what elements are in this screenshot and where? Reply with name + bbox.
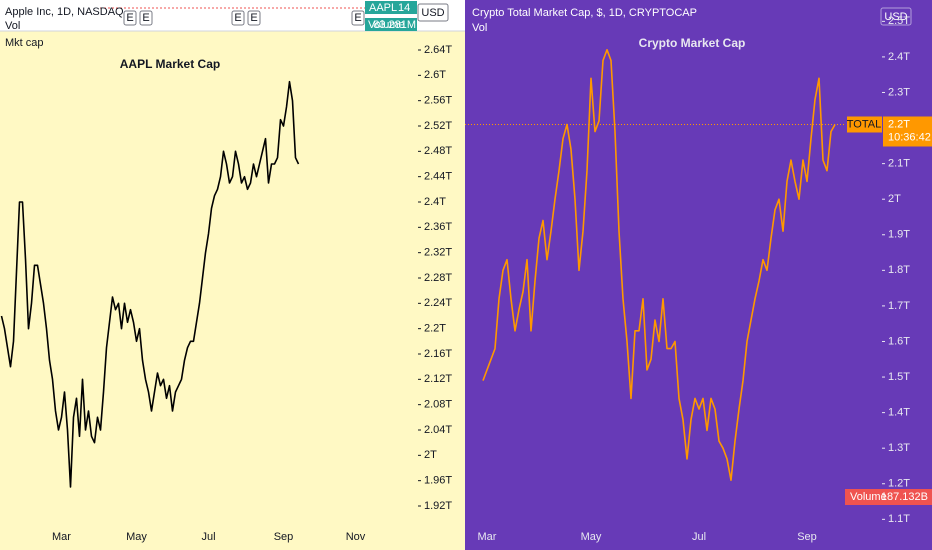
y-tick-label: 2.2T: [424, 323, 446, 335]
volume: 83.281M: [373, 19, 416, 31]
y-tick-label: 2.56T: [424, 95, 452, 107]
y-tick-label: 2.44T: [424, 171, 452, 183]
marker: E: [354, 12, 361, 24]
marker-box: [231, 10, 245, 26]
y-tick-label: 1.4T: [888, 407, 910, 419]
symbol-line: Crypto Total Market Cap, $, 1D, CRYPTOCA…: [472, 7, 697, 19]
countdown: 10:36:42: [888, 131, 931, 143]
series-name: Mkt cap: [5, 37, 44, 49]
marker: E: [234, 12, 241, 24]
y-tick-label: 1.2T: [888, 478, 910, 490]
volume-badge: [845, 489, 932, 505]
price: 14: [398, 2, 410, 14]
series-name: TOTAL: [847, 118, 881, 130]
currency: USD: [421, 7, 444, 19]
panel-background: [465, 0, 932, 550]
y-tick-label: 2.48T: [424, 145, 452, 157]
x-tick-label: Mar: [478, 531, 497, 543]
x-tick-label: May: [581, 531, 602, 543]
price-badge: [883, 116, 932, 147]
y-tick-label: 1.6T: [888, 335, 910, 347]
y-tick-label: 1.3T: [888, 442, 910, 454]
symbol-line: Apple Inc, 1D, NASDAQ: [5, 6, 124, 18]
y-tick-label: 2.24T: [424, 297, 452, 309]
data-line: [482, 49, 836, 481]
marker: E: [126, 12, 133, 24]
marker-box: [351, 10, 365, 26]
y-tick-label: 2.16T: [424, 348, 452, 360]
marker: E: [250, 12, 257, 24]
x-tick-label: Jul: [692, 531, 706, 543]
y-tick-label: 2.1T: [888, 158, 910, 170]
vol-label: Vol: [5, 20, 20, 32]
currency-box: [880, 7, 912, 26]
y-tick-label: 2.36T: [424, 221, 452, 233]
ticker: AAPL: [369, 2, 397, 14]
chart-title: AAPL Market Cap: [120, 57, 220, 71]
y-tick-label: 1.96T: [424, 475, 452, 487]
y-tick-label: 1.92T: [424, 500, 452, 512]
x-tick-label: Sep: [274, 531, 294, 543]
currency: USD: [884, 11, 907, 23]
x-tick-label: Mar: [52, 531, 71, 543]
marker: E: [142, 12, 149, 24]
y-tick-label: 1.8T: [888, 264, 910, 276]
earnings-markers: E E E E E: [123, 10, 365, 26]
y-tick-label: 2.52T: [424, 120, 452, 132]
y-tick-label: 2.32T: [424, 247, 452, 259]
y-tick-label: 2.4T: [888, 51, 910, 63]
volume-label: Volume: [368, 19, 405, 31]
y-tick-label: 2.5T: [888, 15, 910, 27]
plots: AAPL Market Cap 2.64T 2.6T 2.56T 2.52T 2.48T 2…: [0, 15, 932, 543]
y-tick-label: 2.4T: [424, 196, 446, 208]
volume-badge: [365, 18, 417, 31]
y-tick-label: 2.3T: [888, 86, 910, 98]
y-tick-label: 2T: [888, 193, 901, 205]
currency-box: [417, 3, 449, 22]
marker-box: [139, 10, 153, 26]
y-tick-label: 1.9T: [888, 229, 910, 241]
y-tick-label: 2.64T: [424, 44, 452, 56]
price: 2.2T: [888, 118, 910, 130]
volume: 187.132B: [881, 491, 928, 503]
ticker-badge: [365, 1, 417, 14]
x-tick-label: May: [126, 531, 147, 543]
y-tick-label: 2.12T: [424, 373, 452, 385]
y-tick-label: 2.6T: [424, 69, 446, 81]
x-tick-label: Sep: [797, 531, 817, 543]
marker-box: [247, 10, 261, 26]
x-tick-label: Jul: [201, 531, 215, 543]
y-tick-label: 2.28T: [424, 272, 452, 284]
y-tick-label: 1.7T: [888, 300, 910, 312]
chart-title: Crypto Market Cap: [639, 36, 746, 50]
series-badge: [847, 116, 882, 133]
panel-background: [0, 0, 465, 550]
marker-box: [123, 10, 137, 26]
y-tick-label: 2T: [424, 449, 437, 461]
vol-label: Vol: [472, 22, 487, 34]
y-tick-label: 1.5T: [888, 371, 910, 383]
data-line: [0, 80, 300, 488]
x-tick-label: Nov: [346, 531, 366, 543]
y-tick-label: 1.1T: [888, 513, 910, 525]
y-tick-label: 2.04T: [424, 424, 452, 436]
y-tick-label: 2.08T: [424, 399, 452, 411]
volume-label: Volume: [850, 491, 887, 503]
